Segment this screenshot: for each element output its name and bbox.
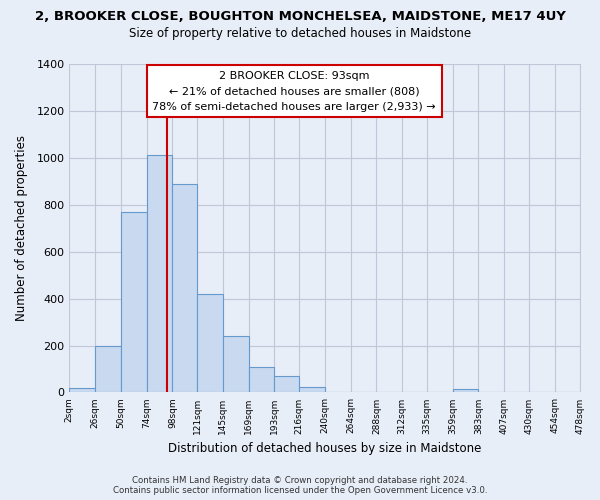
Bar (299, 386, 325, 392)
Bar (223, 336, 248, 392)
X-axis label: Distribution of detached houses by size in Maidstone: Distribution of detached houses by size … (168, 442, 482, 455)
Bar (172, 184, 197, 392)
Bar (70, 388, 95, 392)
Text: Size of property relative to detached houses in Maidstone: Size of property relative to detached ho… (129, 28, 471, 40)
Bar (146, 156, 172, 392)
Bar (121, 212, 146, 392)
Bar (274, 376, 299, 392)
Text: Contains HM Land Registry data © Crown copyright and database right 2024.
Contai: Contains HM Land Registry data © Crown c… (113, 476, 487, 495)
Bar (248, 366, 274, 392)
Bar (197, 294, 223, 392)
Bar (95, 346, 121, 393)
Y-axis label: Number of detached properties: Number of detached properties (15, 135, 28, 321)
Text: 2, BROOKER CLOSE, BOUGHTON MONCHELSEA, MAIDSTONE, ME17 4UY: 2, BROOKER CLOSE, BOUGHTON MONCHELSEA, M… (35, 10, 565, 23)
Text: 2 BROOKER CLOSE: 93sqm
← 21% of detached houses are smaller (808)
78% of semi-de: 2 BROOKER CLOSE: 93sqm ← 21% of detached… (152, 70, 436, 112)
Bar (453, 389, 478, 392)
